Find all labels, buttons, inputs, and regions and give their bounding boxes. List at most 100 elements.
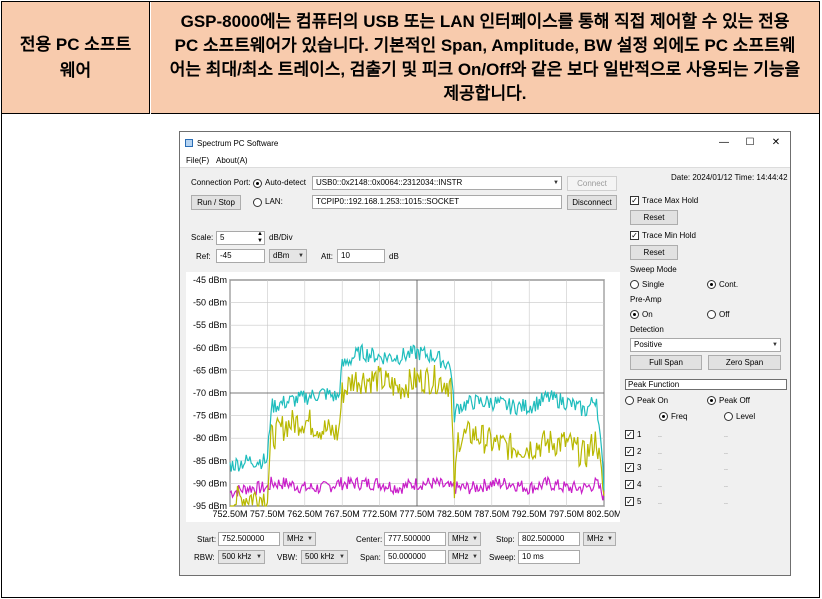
app-icon <box>185 139 193 147</box>
lan-address-input[interactable]: TCPIP0::192.168.1.253::1015::SOCKET <box>312 195 562 209</box>
autodetect-radio[interactable] <box>253 179 262 188</box>
start-input[interactable]: 752.500000 <box>218 532 280 546</box>
spectrum-chart: -45 dBm -50 dBm -55 dBm -60 dBm -65 dBm -70 d… <box>193 275 620 519</box>
peak-3-number: 3 <box>637 463 642 472</box>
trace-max-label: Trace Max Hold <box>642 196 699 205</box>
peak-4-checkbox[interactable]: ✓ <box>625 480 634 489</box>
att-input[interactable]: 10 <box>337 249 385 263</box>
span-label: Span: <box>360 553 381 562</box>
chevron-down-icon: ▼ <box>256 554 262 560</box>
stop-input[interactable]: 802.500000 <box>518 532 580 546</box>
preamp-off-radio[interactable] <box>707 310 716 319</box>
center-input[interactable]: 777.500000 <box>384 532 446 546</box>
detection-select[interactable]: Positive ▼ <box>630 338 781 352</box>
x-tick-label: 757.50M <box>250 509 285 519</box>
y-tick-label: -85 dBm <box>193 456 227 466</box>
trace-max-checkbox[interactable]: ✓ <box>630 196 639 205</box>
peak-1-checkbox[interactable]: ✓ <box>625 430 634 439</box>
full-span-button[interactable]: Full Span <box>630 355 702 370</box>
section-description: GSP-8000에는 컴퓨터의 USB 또는 LAN 인터페이스를 통해 직접 … <box>151 2 819 114</box>
detection-value: Positive <box>634 340 663 349</box>
stop-unit-select[interactable]: MHz ▼ <box>583 532 616 546</box>
y-tick-label: -75 dBm <box>193 411 227 421</box>
vbw-label: VBW: <box>277 553 298 562</box>
peak-1-freq: .. <box>658 432 662 439</box>
chevron-down-icon: ▼ <box>772 342 778 348</box>
sweep-input[interactable]: 10 ms <box>518 550 580 564</box>
disconnect-button[interactable]: Disconnect <box>567 195 617 210</box>
peak-freq-radio[interactable] <box>659 412 668 421</box>
x-tick-label: 782.50M <box>437 509 472 519</box>
peak-2-freq: .. <box>658 449 662 456</box>
sweep-single-label: Single <box>642 280 665 289</box>
stop-unit-value: MHz <box>587 534 604 543</box>
chevron-down-icon: ▼ <box>472 554 478 560</box>
preamp-on-label: On <box>642 310 653 319</box>
peak-5-number: 5 <box>637 497 642 506</box>
minimize-button[interactable]: — <box>719 137 729 148</box>
peak-4-number: 4 <box>637 480 642 489</box>
x-tick-label: 787.50M <box>474 509 509 519</box>
scale-label: Scale: <box>191 233 214 242</box>
chevron-down-icon: ▼ <box>307 536 313 542</box>
rbw-value: 500 kHz <box>222 552 252 561</box>
chevron-down-icon: ▼ <box>339 554 345 560</box>
peak-level-radio[interactable] <box>724 412 733 421</box>
menu-about[interactable]: About(A) <box>216 156 248 165</box>
x-tick-label: 802.50M <box>586 509 620 519</box>
scale-unit: dB/Div <box>269 233 293 242</box>
peak-freq-label: Freq <box>671 412 688 421</box>
x-tick-label: 762.50M <box>287 509 322 519</box>
rbw-select[interactable]: 500 kHz ▼ <box>218 550 265 564</box>
peak-2-checkbox[interactable]: ✓ <box>625 447 634 456</box>
reset-max-button[interactable]: Reset <box>630 210 678 225</box>
peak-2-level: .. <box>724 449 728 456</box>
connect-button[interactable]: Connect <box>567 176 617 191</box>
start-unit-select[interactable]: MHz ▼ <box>283 532 316 546</box>
menu-file[interactable]: File(F) <box>186 156 210 165</box>
close-button[interactable]: ✕ <box>771 137 781 148</box>
maximize-button[interactable]: ☐ <box>745 137 755 148</box>
sweep-cont-label: Cont. <box>719 280 739 289</box>
center-unit-select[interactable]: MHz ▼ <box>448 532 481 546</box>
chevron-down-icon: ▼ <box>607 536 613 542</box>
peak-on-radio[interactable] <box>625 396 634 405</box>
peak-4-freq: .. <box>658 482 662 489</box>
preamp-on-radio[interactable] <box>630 310 639 319</box>
spin-arrows-icon[interactable]: ▲ ▼ <box>257 231 263 244</box>
x-tick-label: 752.50M <box>212 509 247 519</box>
y-tick-label: -45 dBm <box>193 275 227 285</box>
spectrum-plot: -45 dBm -50 dBm -55 dBm -60 dBm -65 dBm -70 d… <box>186 272 620 522</box>
att-unit: dB <box>389 252 399 261</box>
att-label: Att: <box>321 252 334 261</box>
peak-5-checkbox[interactable]: ✓ <box>625 497 634 506</box>
usb-port-value: USB0::0x2148::0x0064::2312034::INSTR <box>316 178 463 187</box>
start-label: Start: <box>197 535 217 544</box>
ref-unit-select[interactable]: dBm ▼ <box>269 249 307 263</box>
lan-radio[interactable] <box>253 198 262 207</box>
reset-min-button[interactable]: Reset <box>630 245 678 260</box>
preamp-off-label: Off <box>719 310 730 319</box>
peak-3-checkbox[interactable]: ✓ <box>625 463 634 472</box>
zero-span-button[interactable]: Zero Span <box>708 355 781 370</box>
ref-input[interactable]: -45 <box>216 249 265 263</box>
rbw-label: RBW: <box>194 553 215 562</box>
sweep-cont-radio[interactable] <box>707 280 716 289</box>
vbw-select[interactable]: 500 kHz ▼ <box>301 550 348 564</box>
peak-3-freq: .. <box>658 465 662 472</box>
datetime-display: Date: 2024/01/12 Time: 14:44:42 <box>671 173 788 182</box>
peak-off-radio[interactable] <box>707 396 716 405</box>
usb-port-select[interactable]: USB0::0x2148::0x0064::2312034::INSTR ▼ <box>312 176 562 190</box>
y-tick-label: -95 dBm <box>193 501 227 511</box>
peak-5-freq: .. <box>658 499 662 506</box>
peak-5-level: .. <box>724 499 728 506</box>
sweep-single-radio[interactable] <box>630 280 639 289</box>
span-unit-select[interactable]: MHz ▼ <box>448 550 481 564</box>
run-stop-button[interactable]: Run / Stop <box>191 195 241 210</box>
trace-min-checkbox[interactable]: ✓ <box>630 231 639 240</box>
chevron-down-icon: ▼ <box>298 253 304 259</box>
scale-input[interactable]: 5 ▲ ▼ <box>216 231 265 245</box>
peak-2-number: 2 <box>637 447 642 456</box>
span-input[interactable]: 50.000000 <box>384 550 446 564</box>
